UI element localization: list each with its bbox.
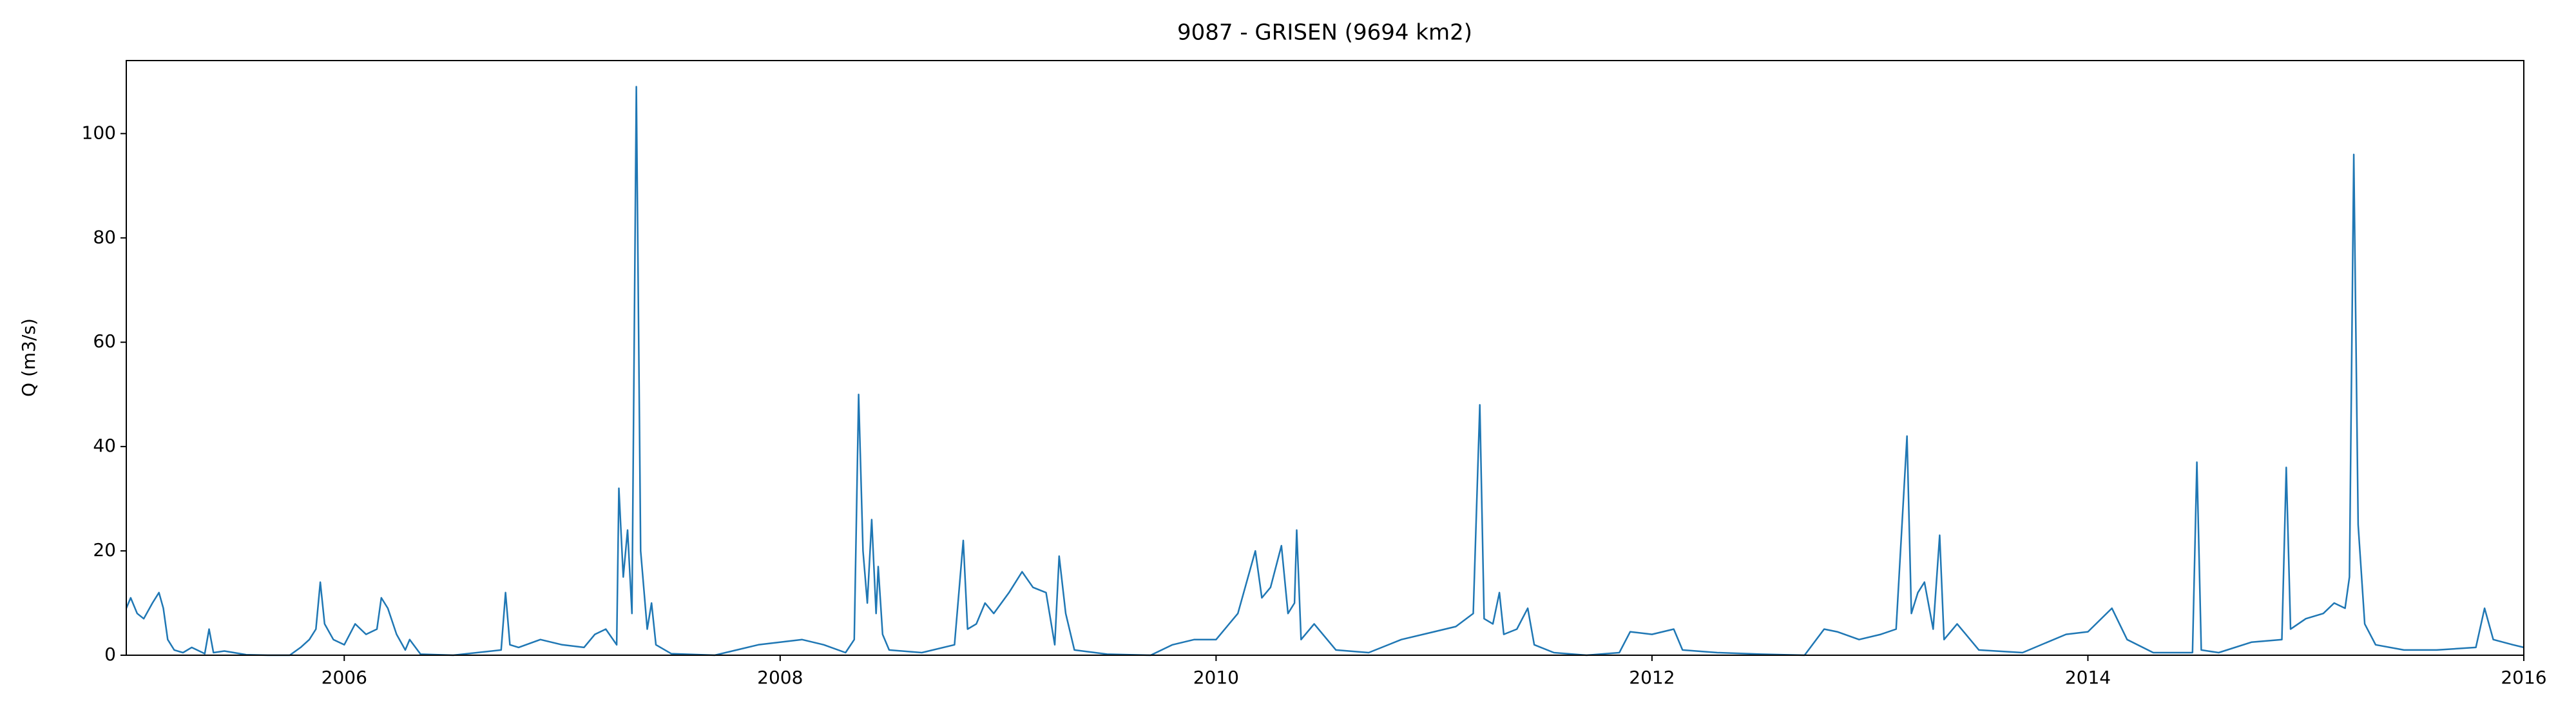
plot-frame	[126, 60, 2524, 656]
y-tick-label: 60	[93, 331, 116, 352]
y-axis-label: Q (m3/s)	[18, 318, 39, 397]
x-tick-label: 2014	[2065, 667, 2111, 688]
chart-title: 9087 - GRISEN (9694 km2)	[1177, 20, 1472, 46]
x-tick-label: 2008	[757, 667, 803, 688]
y-tick-label: 0	[104, 644, 116, 665]
y-tick-label: 100	[82, 122, 116, 143]
x-tick-label: 2006	[322, 667, 367, 688]
x-tick-label: 2010	[1193, 667, 1239, 688]
y-tick-label: 40	[93, 435, 116, 456]
y-tick-label: 80	[93, 226, 116, 247]
x-tick-label: 2016	[2501, 667, 2546, 688]
data-line	[125, 86, 2524, 657]
y-tick-label: 20	[93, 539, 116, 561]
x-tick-label: 2012	[1629, 667, 1675, 688]
